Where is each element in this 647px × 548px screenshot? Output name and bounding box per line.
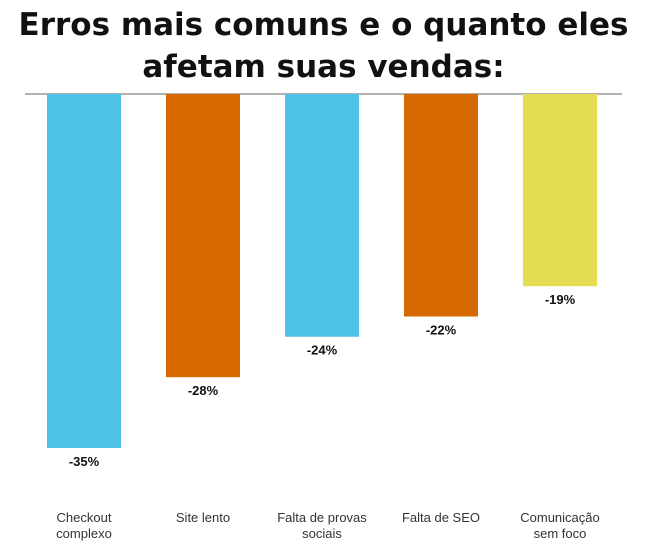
bar-4 xyxy=(404,94,478,317)
chart-title-line-2: afetam suas vendas: xyxy=(142,49,505,85)
category-label-5-line-2: sem foco xyxy=(534,526,587,541)
bar-5 xyxy=(523,94,597,287)
data-label-4: -22% xyxy=(426,323,457,338)
chart-title-line-1: Erros mais comuns e o quanto eles xyxy=(18,7,629,43)
category-label-1-line-2: complexo xyxy=(56,526,112,541)
data-label-1: -35% xyxy=(69,454,100,469)
category-label-5-line-1: Comunicação xyxy=(520,510,600,525)
category-label-1-line-1: Checkout xyxy=(57,510,112,525)
bar-1 xyxy=(47,94,121,448)
category-label-3-line-1: Falta de provas xyxy=(277,510,367,525)
data-label-5: -19% xyxy=(545,292,576,307)
category-label-3-line-2: sociais xyxy=(302,526,342,541)
category-label-4-line-1: Falta de SEO xyxy=(402,510,480,525)
bar-2 xyxy=(166,94,240,378)
bar-3 xyxy=(285,94,359,337)
data-label-2: -28% xyxy=(188,383,219,398)
category-label-2-line-1: Site lento xyxy=(176,510,230,525)
data-label-3: -24% xyxy=(307,343,338,358)
chart-title: Erros mais comuns e o quanto eles afetam… xyxy=(0,4,647,88)
